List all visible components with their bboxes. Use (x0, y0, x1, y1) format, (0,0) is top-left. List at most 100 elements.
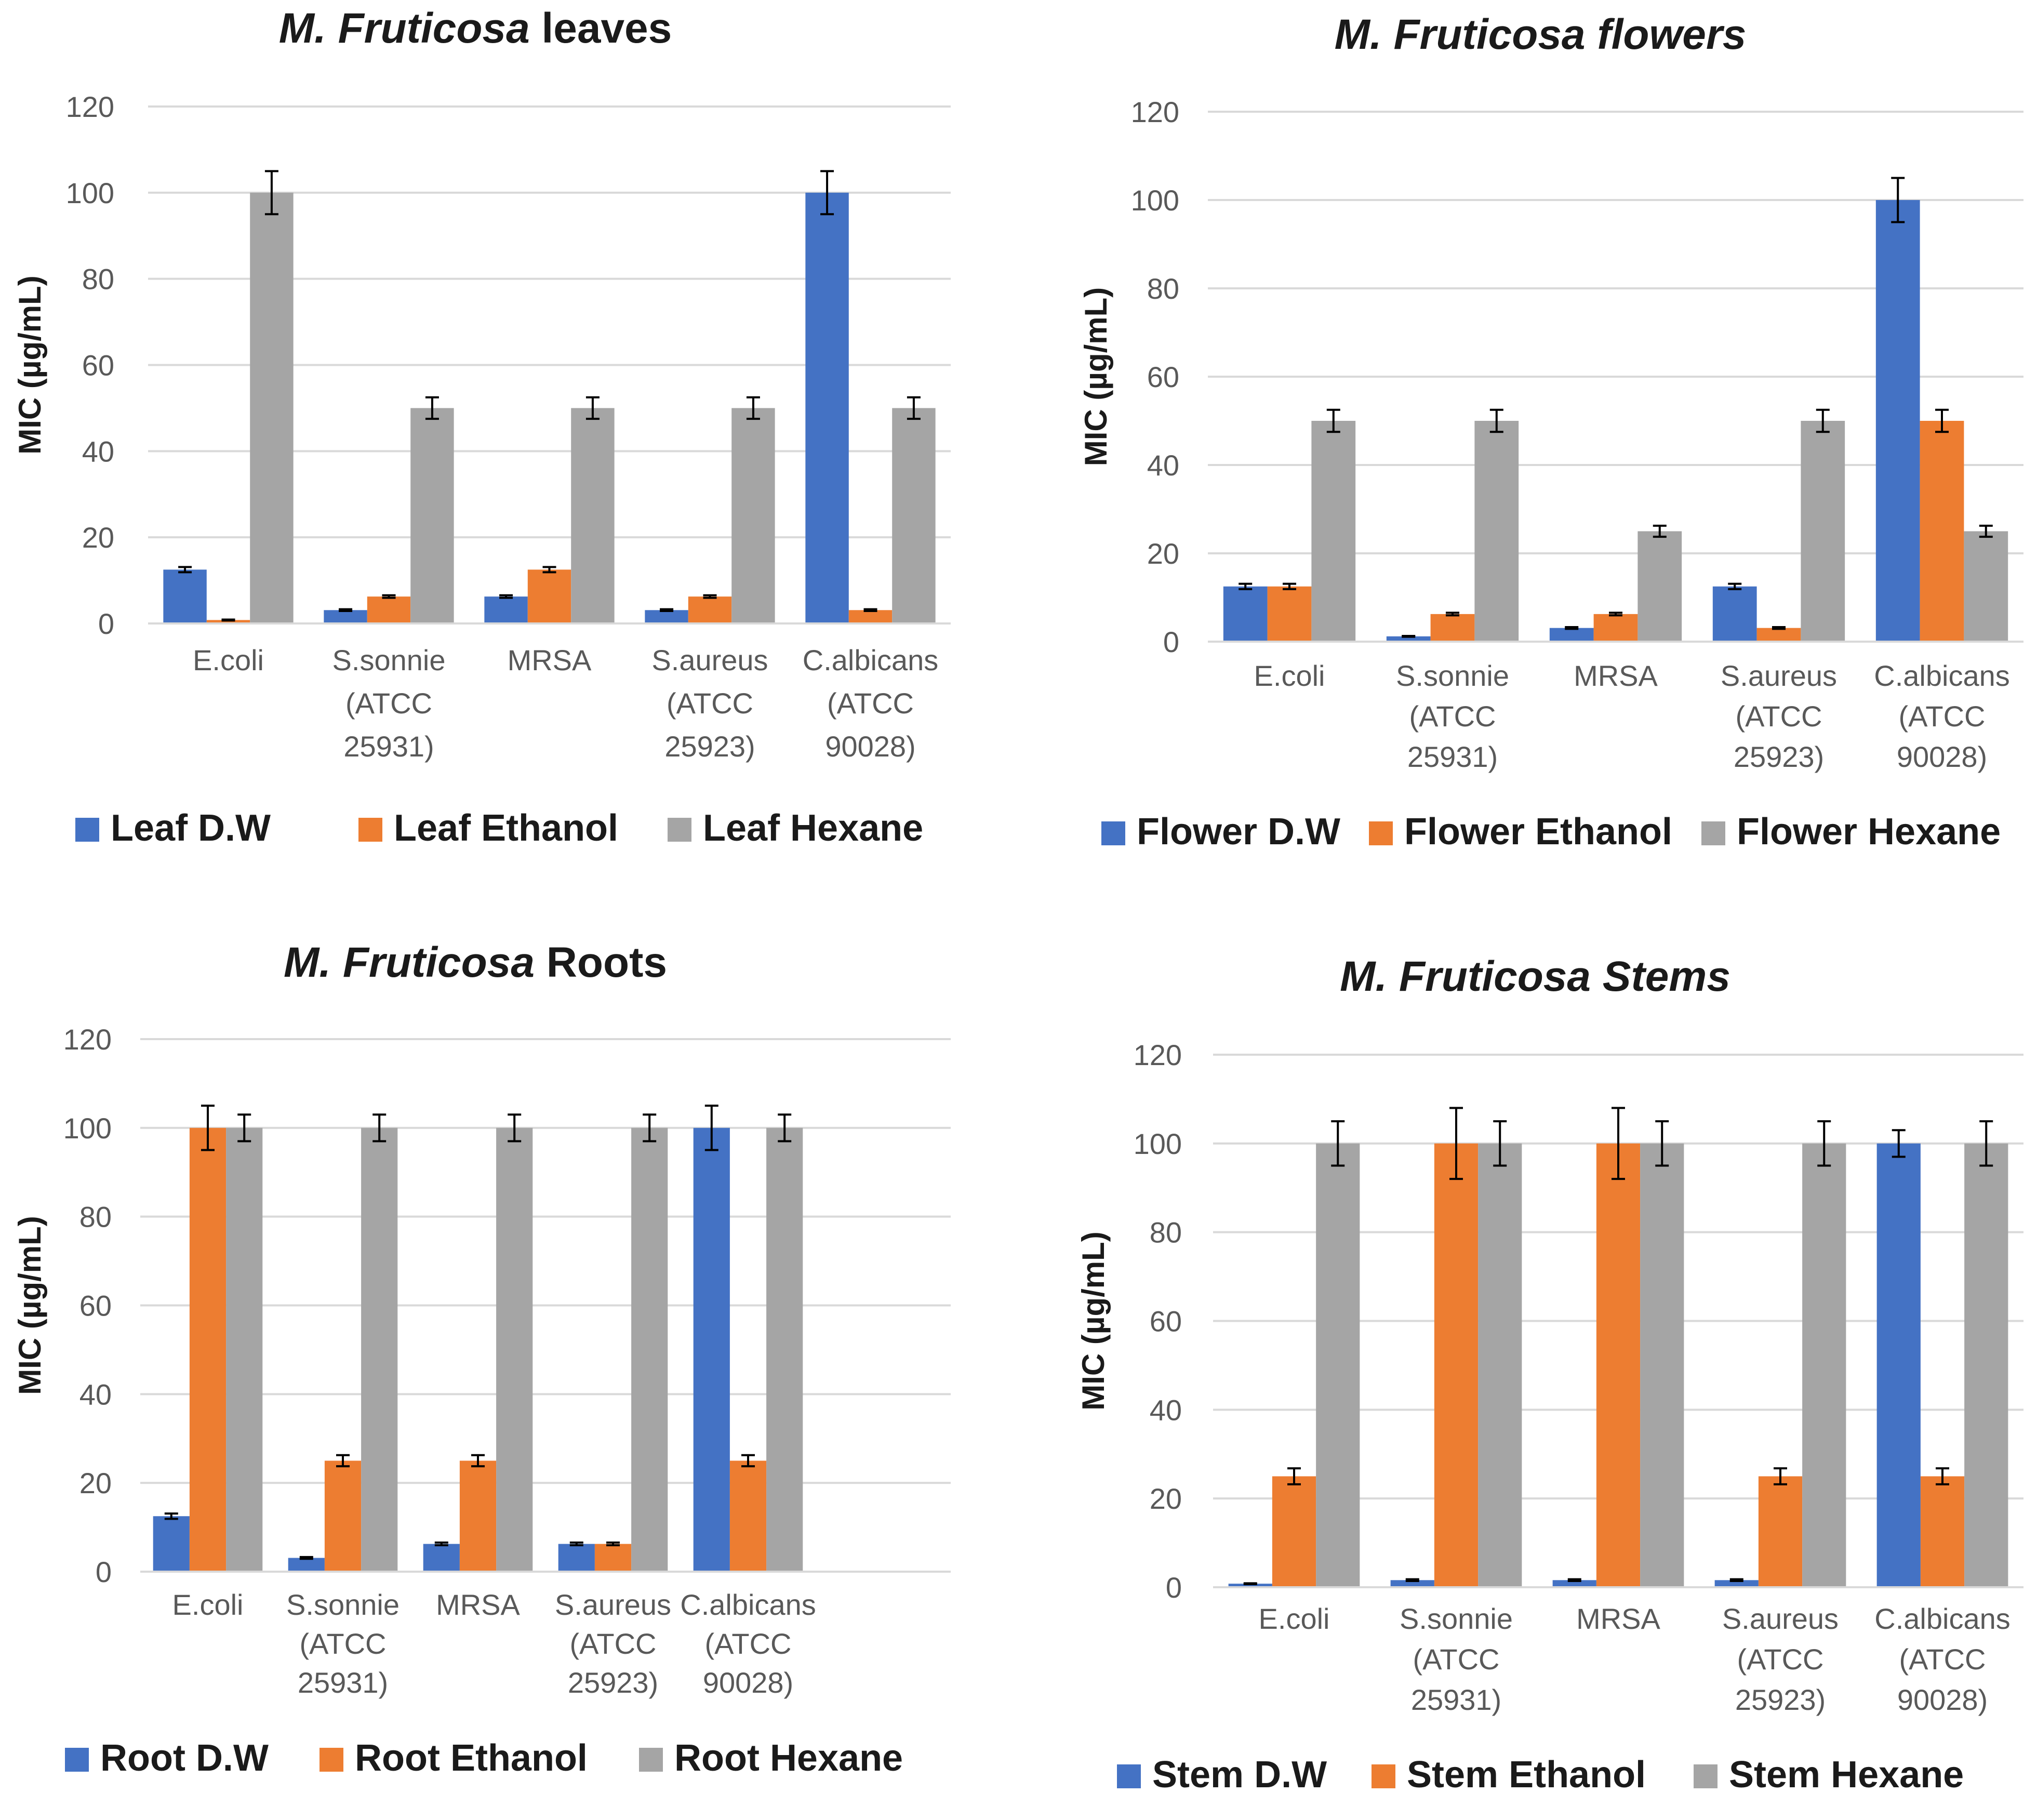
chart-title: M. Fruticosa Roots (284, 939, 667, 986)
legend-swatch (639, 1748, 663, 1772)
y-tick-label: 100 (63, 1112, 112, 1145)
bar (892, 408, 936, 623)
x-category-label: MRSA (1574, 659, 1658, 692)
chart-panel-2: M. Fruticosa flowers MIC (µg/mL) 0 20 40 60 80… (1079, 11, 2023, 853)
y-tick-label: 0 (1163, 626, 1179, 658)
x-category-label: E.coli (1259, 1602, 1330, 1635)
y-tick-label: 40 (1147, 449, 1179, 482)
legend-label: Flower D.W (1137, 811, 1340, 853)
bar (1223, 586, 1268, 642)
x-category-label: (ATCC (1736, 700, 1822, 733)
chart-title-rest: leaves (530, 5, 672, 52)
legend-label: Flower Ethanol (1404, 811, 1672, 853)
legend-label: Stem Hexane (1729, 1754, 1964, 1796)
x-category-label: 90028) (1897, 740, 1987, 773)
legend-label: Flower Hexane (1737, 811, 2001, 853)
bar (423, 1544, 460, 1572)
bar (1640, 1143, 1684, 1587)
bar (631, 1127, 668, 1572)
bar (645, 610, 688, 623)
legend-swatch (1372, 1764, 1395, 1788)
y-tick-label: 40 (79, 1378, 112, 1411)
bar (1802, 1143, 1846, 1587)
legend-swatch (319, 1748, 343, 1772)
x-category-label: S.aureus (1721, 659, 1837, 692)
legend-label: Stem Ethanol (1407, 1754, 1646, 1796)
bar (484, 596, 528, 623)
x-category-label: C.albicans (803, 644, 938, 676)
y-tick-label: 20 (1150, 1482, 1182, 1515)
bar (1801, 421, 1845, 642)
chart-title-rest: Stems (1591, 953, 1730, 1000)
y-tick-label: 100 (66, 177, 114, 209)
legend-swatch (358, 818, 382, 842)
x-category-label: S.sonnie (1396, 659, 1509, 692)
bar (459, 1460, 497, 1572)
y-tick-label: 120 (66, 90, 114, 123)
legend-swatch (1369, 821, 1393, 845)
y-tick-label: 80 (1150, 1216, 1182, 1249)
bar (558, 1544, 595, 1572)
x-category-label: S.sonnie (286, 1588, 400, 1621)
x-category-label: MRSA (1576, 1602, 1660, 1635)
bar (496, 1127, 533, 1572)
x-category-label: S.sonnie (1400, 1602, 1513, 1635)
y-tick-label: 40 (1150, 1393, 1182, 1426)
legend-swatch (65, 1748, 89, 1772)
legend-swatch (75, 818, 99, 842)
legend-swatch (1117, 1764, 1141, 1788)
y-tick-label: 0 (98, 607, 114, 640)
chart-panel-3: M. Fruticosa Roots MIC (µg/mL) 0 20 40 60 80 10… (12, 939, 951, 1779)
x-category-label: S.aureus (651, 644, 768, 676)
bar (324, 1460, 362, 1572)
bar (367, 596, 411, 623)
bar (693, 1127, 730, 1572)
bar (1311, 421, 1356, 642)
legend-label: Root D.W (100, 1737, 269, 1779)
y-axis-label: MIC (µg/mL) (1079, 287, 1113, 467)
bar (729, 1460, 767, 1572)
x-category-label: C.albicans (1874, 659, 2009, 692)
x-category-label: (ATCC (570, 1627, 657, 1660)
legend-swatch (1694, 1764, 1718, 1788)
bar (731, 408, 775, 623)
x-category-label: (ATCC (1413, 1643, 1500, 1676)
chart-title-italic: M. Fruticosa (284, 939, 535, 986)
bar (1920, 1476, 1965, 1587)
bar (226, 1127, 263, 1572)
chart-panel-1: M. Fruticosa leaves MIC (µg/mL) 0 20 40 60 80 1… (12, 5, 951, 849)
y-tick-label: 60 (1147, 361, 1179, 393)
x-category-label: 25923) (664, 730, 755, 763)
y-tick-label: 20 (79, 1467, 112, 1499)
x-category-label: (ATCC (300, 1627, 387, 1660)
bar (1875, 200, 1920, 642)
bar (1756, 628, 1801, 642)
legend-label: Leaf Hexane (703, 807, 923, 849)
x-category-label: (ATCC (1899, 1643, 1986, 1676)
bar (250, 192, 294, 623)
x-category-label: 25923) (568, 1666, 658, 1699)
y-tick-label: 80 (79, 1201, 112, 1233)
x-category-label: S.sonnie (332, 644, 446, 676)
y-axis-label: MIC (µg/mL) (1076, 1231, 1111, 1411)
bar (288, 1558, 325, 1572)
chart-title: M. Fruticosa Stems (1340, 953, 1730, 1000)
legend-label: Leaf D.W (111, 807, 271, 849)
bar (848, 610, 893, 623)
bar (594, 1544, 632, 1572)
bar (1758, 1476, 1803, 1587)
x-category-label: C.albicans (1874, 1602, 2010, 1635)
legend-swatch (1701, 821, 1725, 845)
y-tick-label: 20 (82, 521, 114, 554)
bar (1714, 1580, 1759, 1587)
legend-label: Leaf Ethanol (394, 807, 618, 849)
legend-label: Root Ethanol (355, 1737, 588, 1779)
y-tick-label: 40 (82, 435, 114, 468)
bar (1390, 1580, 1434, 1587)
x-category-label: 25931) (343, 730, 434, 763)
y-tick-label: 120 (63, 1023, 112, 1056)
bar (1267, 586, 1312, 642)
chart-title-italic: M. Fruticosa (1335, 11, 1586, 58)
bar (1920, 421, 1964, 642)
bar (1964, 1143, 2008, 1587)
